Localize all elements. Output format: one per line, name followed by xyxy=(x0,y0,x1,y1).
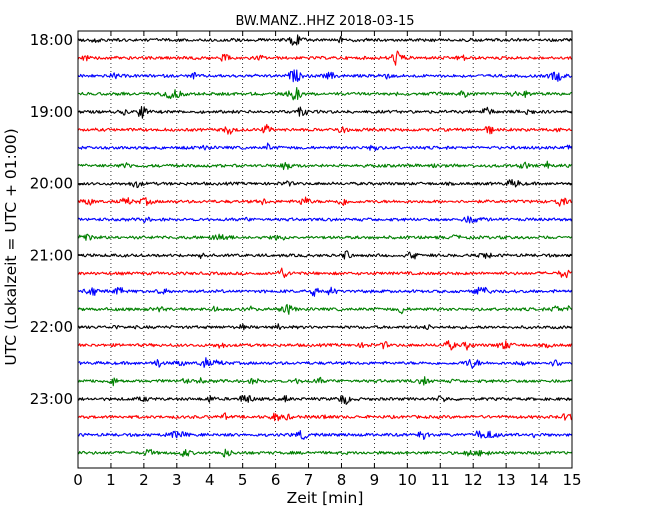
trace-2130 xyxy=(77,286,573,297)
y-axis-label: UTC (Lokalzeit = UTC + 01:00) xyxy=(2,128,20,365)
axis-ticks: 0 1 2 3 4 5 6 7 8 9 10 11 12 13 14 1518:0019:0020:0021:… xyxy=(30,31,582,489)
grid-lines xyxy=(110,31,540,468)
y-tick-label: 18:00 xyxy=(30,31,73,49)
trace-2100 xyxy=(77,250,573,260)
trace-1800 xyxy=(77,34,573,46)
trace-2045 xyxy=(77,233,573,241)
y-tick-label: 19:00 xyxy=(30,103,73,121)
trace-2230 xyxy=(77,357,573,369)
x-tick-label: 5 xyxy=(238,471,248,489)
trace-2300 xyxy=(77,394,573,405)
trace-2315 xyxy=(77,412,573,422)
x-tick-label: 14 xyxy=(530,471,549,489)
seismic-traces xyxy=(77,34,573,458)
trace-1945 xyxy=(77,160,573,171)
trace-2000 xyxy=(77,178,573,189)
trace-1815 xyxy=(77,50,573,66)
trace-1915 xyxy=(77,123,573,135)
y-tick-label: 22:00 xyxy=(30,318,73,336)
trace-2145 xyxy=(77,303,573,315)
x-tick-label: 9 xyxy=(370,471,380,489)
x-tick-label: 2 xyxy=(139,471,149,489)
trace-1930 xyxy=(77,142,573,152)
x-tick-label: 3 xyxy=(172,471,182,489)
trace-1900 xyxy=(77,106,573,119)
trace-2015 xyxy=(77,196,573,207)
chart-title: BW.MANZ..HHZ 2018-03-15 xyxy=(235,14,414,29)
trace-2330 xyxy=(77,430,573,441)
trace-2215 xyxy=(77,340,573,351)
trace-2245 xyxy=(77,376,573,387)
trace-2030 xyxy=(77,215,573,224)
x-tick-label: 8 xyxy=(337,471,347,489)
trace-1845 xyxy=(77,86,573,101)
x-tick-label: 0 xyxy=(73,471,83,489)
plot-frame xyxy=(77,30,573,469)
trace-2200 xyxy=(77,323,573,331)
trace-2115 xyxy=(77,267,573,279)
x-tick-label: 13 xyxy=(497,471,516,489)
trace-1830 xyxy=(77,69,573,83)
y-tick-label: 20:00 xyxy=(30,175,73,193)
y-tick-label: 21:00 xyxy=(30,246,73,264)
trace-2345 xyxy=(77,448,573,458)
x-tick-label: 10 xyxy=(398,471,417,489)
x-tick-label: 15 xyxy=(562,471,581,489)
x-tick-label: 7 xyxy=(304,471,314,489)
y-tick-label: 23:00 xyxy=(30,390,73,408)
x-tick-label: 6 xyxy=(271,471,281,489)
x-axis-label: Zeit [min] xyxy=(287,489,364,507)
x-tick-label: 4 xyxy=(205,471,215,489)
x-tick-label: 12 xyxy=(464,471,483,489)
x-tick-label: 11 xyxy=(431,471,450,489)
x-tick-label: 1 xyxy=(106,471,116,489)
